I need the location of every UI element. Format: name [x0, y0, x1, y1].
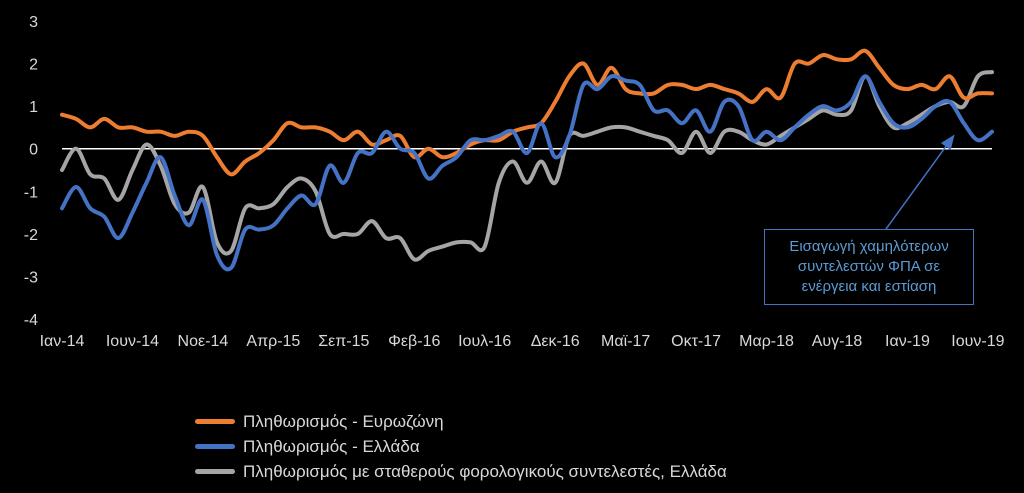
- legend-swatch-greece: [195, 444, 235, 449]
- annotation-text: Εισαγωγή χαμηλότερων συντελεστών ΦΠΑ σε …: [789, 238, 949, 295]
- x-tick-label: Μαρ-18: [739, 333, 794, 350]
- x-tick-label: Αυγ-18: [812, 333, 863, 350]
- x-tick-label: Ιουν-14: [106, 333, 159, 350]
- x-tick-label: Φεβ-16: [388, 333, 440, 350]
- x-tick-label: Απρ-15: [246, 333, 300, 350]
- x-tick-label: Μαϊ-17: [601, 333, 650, 350]
- line-chart: -4 -3 -2 -1 0 1 2 3 Ιαν-14 Ιουν-14 Νοε-14 Απρ-15 Σε…: [24, 14, 1005, 350]
- legend-label-greece: Πληθωρισμός - Ελλάδα: [243, 436, 420, 456]
- legend-label-constant-tax: Πληθωρισμός με σταθερούς φορολογικούς συ…: [243, 461, 727, 481]
- series-line-eurozone: [60, 48, 994, 177]
- x-tick-label: Ιουλ-16: [458, 333, 511, 350]
- y-tick-label: 0: [29, 142, 38, 159]
- y-tick-label: -2: [24, 227, 38, 244]
- x-tick-label: Νοε-14: [178, 333, 229, 350]
- series-lines: [60, 48, 994, 272]
- annotation-box: Εισαγωγή χαμηλότερων συντελεστών ΦΠΑ σε …: [764, 229, 974, 305]
- legend-label-eurozone: Πληθωρισμός - Ευρωζώνη: [243, 411, 444, 431]
- x-tick-label: Ιουν-19: [951, 333, 1004, 350]
- y-tick-label: 3: [29, 14, 38, 31]
- legend: Πληθωρισμός - Ευρωζώνη Πληθωρισμός - Ελλ…: [195, 409, 727, 484]
- legend-swatch-constant-tax: [195, 469, 235, 474]
- x-axis-ticks: Ιαν-14 Ιουν-14 Νοε-14 Απρ-15 Σεπ-15 Φεβ-16 Ιου…: [40, 333, 1005, 350]
- x-tick-label: Σεπ-15: [318, 333, 369, 350]
- series-line-constant-tax: [60, 70, 994, 262]
- annotation-arrow: [885, 134, 955, 230]
- x-tick-label: Δεκ-16: [531, 333, 580, 350]
- x-tick-label: Ιαν-19: [885, 333, 930, 350]
- y-tick-label: 1: [29, 99, 38, 116]
- y-tick-label: -1: [24, 184, 38, 201]
- y-tick-label: 2: [29, 57, 38, 74]
- y-tick-label: -3: [24, 269, 38, 286]
- y-tick-label: -4: [24, 312, 38, 329]
- legend-item-constant-tax: Πληθωρισμός με σταθερούς φορολογικούς συ…: [195, 459, 727, 484]
- series-line-greece: [60, 74, 994, 272]
- y-axis-ticks: -4 -3 -2 -1 0 1 2 3: [24, 14, 38, 329]
- x-tick-label: Οκτ-17: [671, 333, 721, 350]
- legend-item-greece: Πληθωρισμός - Ελλάδα: [195, 434, 727, 459]
- legend-swatch-eurozone: [195, 419, 235, 424]
- legend-item-eurozone: Πληθωρισμός - Ευρωζώνη: [195, 409, 727, 434]
- x-tick-label: Ιαν-14: [40, 333, 85, 350]
